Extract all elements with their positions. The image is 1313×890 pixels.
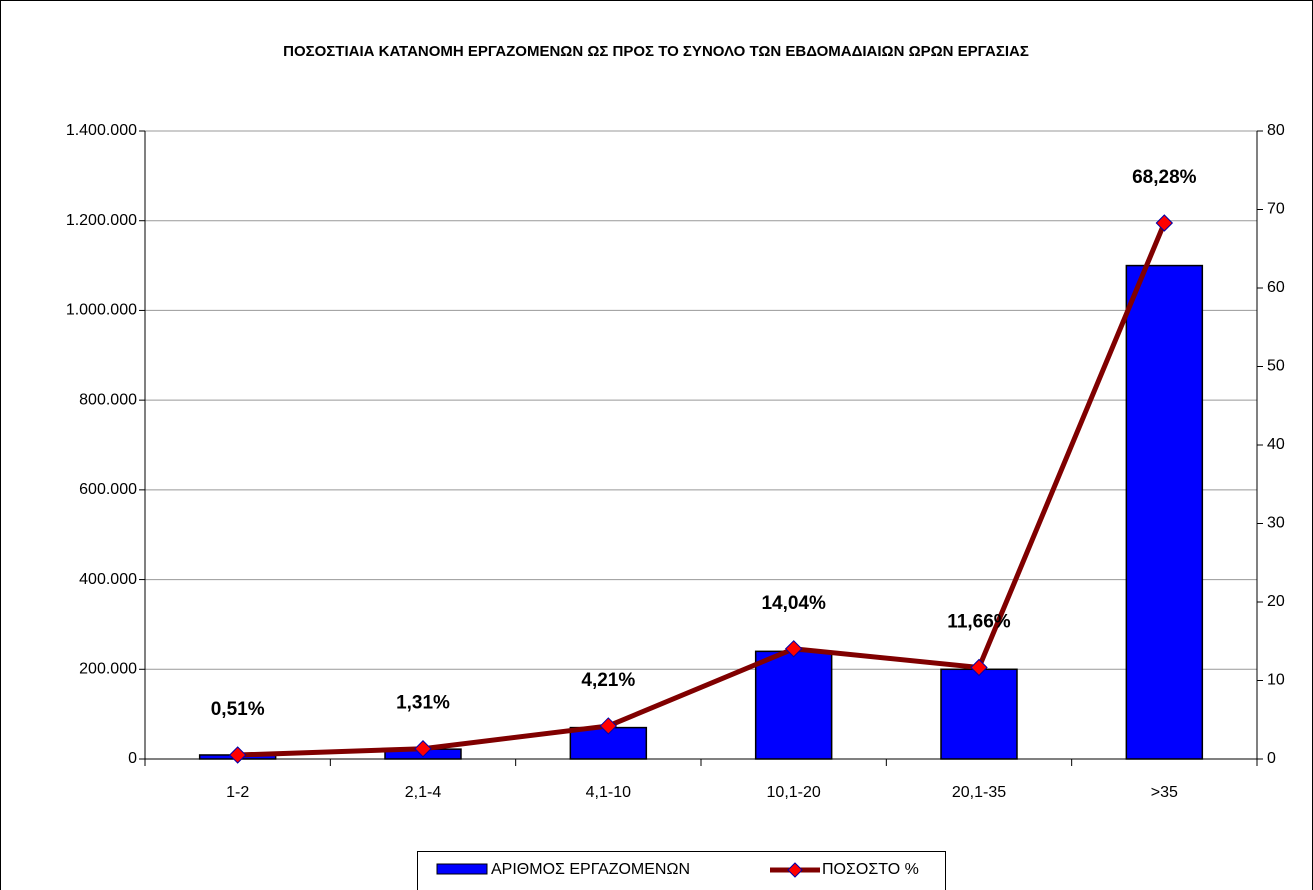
x-tick-label: >35 [1151, 784, 1178, 801]
marker [784, 640, 803, 658]
x-tick-label: 20,1-35 [952, 784, 1006, 801]
bar [1125, 264, 1204, 760]
y-tick-label: 1.400.000 [66, 122, 137, 139]
y2-tick-label: 0 [1267, 750, 1276, 767]
y2-tick-label: 10 [1267, 672, 1285, 689]
marker [228, 746, 247, 764]
y2-tick-label: 70 [1267, 201, 1285, 218]
data-label: 1,31% [396, 693, 450, 714]
bar [940, 668, 1018, 760]
y2-tick-label: 50 [1267, 358, 1285, 375]
data-label: 11,66% [947, 611, 1010, 632]
marker [599, 717, 618, 735]
y2-tick-label: 20 [1267, 593, 1285, 610]
data-label: 4,21% [581, 670, 635, 691]
y-tick-label: 1.200.000 [66, 212, 137, 229]
x-tick-label: 2,1-4 [405, 784, 442, 801]
x-tick-label: 1-2 [226, 784, 249, 801]
bar [754, 650, 833, 760]
y-tick-label: 1.000.000 [66, 302, 137, 319]
data-label: 68,28% [1132, 167, 1197, 188]
legend-marker [787, 862, 803, 878]
data-label: 0,51% [211, 699, 265, 720]
y2-tick-label: 60 [1267, 279, 1285, 296]
marker [970, 658, 988, 677]
legend-box [417, 851, 946, 890]
legend-label: ΠΟΣΟΣΤΟ % [822, 861, 919, 878]
data-label: 14,04% [761, 593, 826, 614]
y-tick-label: 0 [128, 750, 137, 767]
y-tick-label: 600.000 [79, 481, 137, 498]
marker [414, 740, 432, 758]
legend-swatch [436, 863, 488, 875]
y-tick-label: 400.000 [79, 571, 137, 588]
y-tick-label: 800.000 [79, 391, 137, 408]
legend-label: ΑΡΙΘΜΟΣ ΕΡΓΑΖΟΜΕΝΩΝ [491, 861, 690, 878]
y-tick-label: 200.000 [79, 661, 137, 678]
line [237, 222, 1167, 758]
chart-title: ΠΟΣΟΣΤΙΑΙΑ ΚΑΤΑΝΟΜΗ ΕΡΓΑΖΟΜΕΝΩΝ ΩΣ ΠΡΟΣ … [283, 43, 1029, 60]
marker [1155, 214, 1174, 232]
y2-tick-label: 40 [1267, 436, 1285, 453]
y2-tick-label: 80 [1267, 122, 1285, 139]
y2-tick-label: 30 [1267, 515, 1285, 532]
x-tick-label: 10,1-20 [767, 784, 821, 801]
x-tick-label: 4,1-10 [586, 784, 631, 801]
